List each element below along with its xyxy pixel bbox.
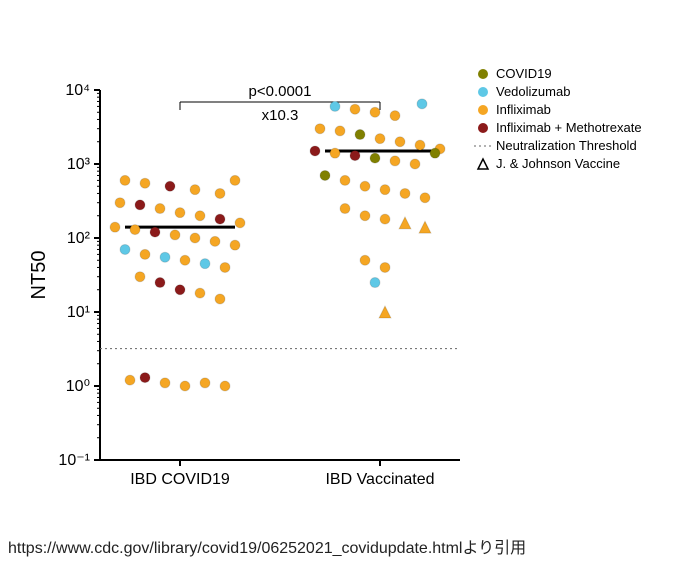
- svg-text:10³: 10³: [67, 156, 91, 173]
- svg-text:10⁻¹: 10⁻¹: [58, 452, 90, 469]
- nt50-scatter-chart: 10⁻¹ 10⁰ 10¹ 10² 10³ 10⁴ NT50 IBD COVID19 IBD Va…: [0, 0, 696, 528]
- svg-text:IBD Vaccinated: IBD Vaccinated: [325, 471, 434, 488]
- svg-text:10¹: 10¹: [67, 304, 90, 321]
- source-caption: https://www.cdc.gov/library/covid19/0625…: [0, 534, 696, 558]
- svg-text:x10.3: x10.3: [262, 107, 299, 124]
- svg-text:NT50: NT50: [28, 251, 50, 300]
- svg-text:Infliximab + Methotrexate: Infliximab + Methotrexate: [496, 120, 642, 135]
- chart-container: 10⁻¹ 10⁰ 10¹ 10² 10³ 10⁴ NT50 IBD COVID19 IBD Va…: [0, 0, 696, 564]
- svg-text:10²: 10²: [67, 230, 91, 247]
- svg-text:Neutralization Threshold: Neutralization Threshold: [496, 138, 637, 153]
- svg-text:Vedolizumab: Vedolizumab: [496, 84, 570, 99]
- svg-text:J. & Johnson Vaccine: J. & Johnson Vaccine: [496, 156, 620, 171]
- svg-text:10⁰: 10⁰: [66, 378, 90, 395]
- svg-text:10⁴: 10⁴: [65, 82, 90, 99]
- svg-text:COVID19: COVID19: [496, 66, 552, 81]
- svg-text:IBD COVID19: IBD COVID19: [130, 471, 230, 488]
- svg-text:p<0.0001: p<0.0001: [249, 83, 312, 100]
- svg-text:Infliximab: Infliximab: [496, 102, 551, 117]
